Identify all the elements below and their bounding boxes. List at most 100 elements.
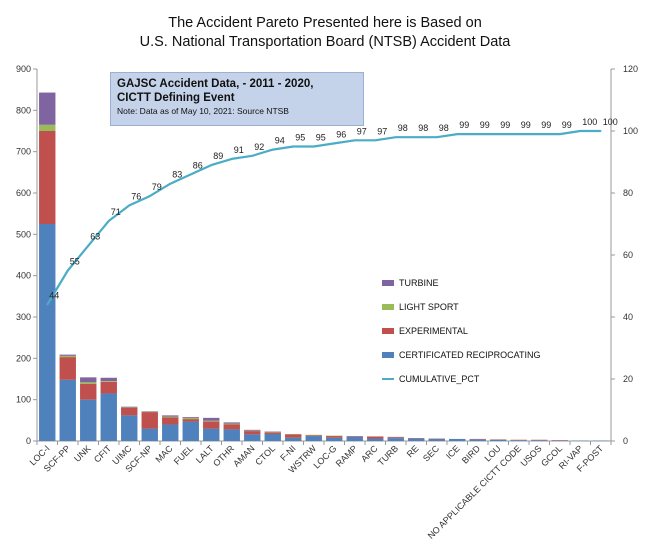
bar-segment (367, 436, 384, 439)
cumulative-data-label: 99 (562, 120, 572, 130)
cumulative-point (251, 155, 254, 157)
x-tick-label: LOC-G (311, 443, 338, 470)
chart-title: The Accident Pareto Presented here is Ba… (0, 14, 650, 52)
x-tick-label: RAMP (334, 443, 359, 468)
y-tick-label: 700 (16, 147, 31, 157)
y-tick-label: 900 (16, 64, 31, 74)
bar-segment (387, 438, 404, 441)
legend-label: TURBINE (399, 278, 439, 288)
x-tick-label: RE (405, 443, 421, 459)
bar-segment (39, 224, 56, 441)
cumulative-point (435, 136, 438, 138)
cumulative-labels: 44 55 63 71 76 79 83 86 89 91 92 94 95 95 96 97 97 98 98 98… (49, 117, 618, 301)
y2-tick-label: 0 (623, 436, 628, 446)
bar-segment (531, 440, 548, 441)
bar-segment (285, 437, 302, 441)
cumulative-data-label: 79 (152, 182, 162, 192)
cumulative-point (579, 130, 582, 132)
cumulative-point (210, 164, 213, 166)
x-tick-label: AMAN (231, 443, 256, 468)
bar-segment (264, 433, 281, 441)
cumulative-data-label: 98 (398, 123, 408, 133)
cumulative-data-label: 99 (521, 120, 531, 130)
cumulative-pct-line (46, 129, 601, 306)
cumulative-data-label: 44 (49, 291, 59, 301)
x-tick-label: TURB (376, 443, 400, 467)
cumulative-data-label: 91 (234, 145, 244, 155)
legend-swatch (382, 328, 394, 334)
bar-segment (121, 407, 138, 416)
cumulative-point (87, 244, 90, 247)
bar-segment (80, 399, 97, 441)
cumulative-data-label: 96 (336, 129, 346, 139)
x-tick-label: BIRD (460, 443, 483, 466)
bar-segment (367, 438, 384, 441)
legend-label: CERTIFICATED RECIPROCATING (399, 350, 541, 360)
legend-label: EXPERIMENTAL (399, 326, 468, 336)
bar-segment (223, 429, 240, 441)
y-tick-label: 200 (16, 353, 31, 363)
info-box: GAJSC Accident Data, - 2011 - 2020, CICT… (110, 72, 364, 126)
bar-segment (39, 92, 56, 125)
bar-segment (449, 438, 466, 441)
cumulative-data-label: 83 (172, 170, 182, 180)
bar-segment (80, 382, 97, 384)
bar-segment (59, 379, 76, 441)
bar-segment (162, 417, 179, 425)
bar-segment (100, 381, 117, 394)
bar-segment (182, 417, 199, 418)
bar-segment (59, 354, 76, 356)
cumulative-point (538, 133, 541, 135)
bar-segment (326, 437, 343, 441)
cumulative-point (271, 148, 274, 151)
bar-segment (121, 415, 138, 441)
bar-segment (326, 436, 343, 438)
bar-segment (203, 421, 220, 429)
y-tick-label: 500 (16, 229, 31, 239)
cumulative-data-label: 92 (254, 142, 264, 152)
bar-segment (203, 417, 220, 421)
y2-tick-label: 20 (623, 374, 633, 384)
cumulative-point (558, 133, 561, 135)
cumulative-data-label: 99 (459, 120, 469, 130)
x-tick-label: CTOL (253, 443, 277, 467)
x-tick-label: UNK (72, 443, 93, 464)
x-tick-label: MAC (153, 443, 175, 465)
y-tick-label: 0 (26, 436, 31, 446)
bars (39, 92, 609, 441)
chart-title-line-2: U.S. National Transportation Board (NTSB… (139, 34, 511, 50)
bar-segment (223, 422, 240, 424)
bar-segment (162, 424, 179, 441)
bar-segment (182, 417, 199, 420)
cumulative-point (415, 136, 418, 138)
y-tick-label: 100 (16, 395, 31, 405)
legend-swatch (382, 280, 394, 286)
bar-segment (305, 436, 322, 441)
legend: TURBINE LIGHT SPORT EXPERIMENTAL CERTIFICAT… (382, 278, 541, 384)
bar-segment (305, 435, 322, 437)
cumulative-point (66, 269, 69, 272)
bar-segment (100, 377, 117, 382)
bar-segment (244, 431, 261, 435)
cumulative-point (148, 195, 151, 197)
cumulative-point (312, 145, 315, 148)
bar-segment (182, 419, 199, 422)
y-tick-label: 400 (16, 271, 31, 281)
cumulative-point (107, 220, 110, 222)
cumulative-data-label: 99 (480, 120, 490, 130)
bar-segment (121, 406, 138, 408)
y-tick-label: 800 (16, 105, 31, 115)
bar-segment (285, 434, 302, 438)
y2-tick-label: 120 (623, 64, 638, 74)
y2-tick-label: 40 (623, 312, 633, 322)
y-tick-label: 600 (16, 188, 31, 198)
cumulative-data-label: 100 (582, 117, 597, 127)
cumulative-data-label: 71 (111, 207, 121, 217)
cumulative-point (374, 139, 377, 142)
legend-label: CUMULATIVE_PCT (399, 374, 480, 384)
legend-swatch (382, 352, 394, 358)
cumulative-data-label: 95 (295, 133, 305, 143)
cumulative-point (476, 133, 479, 135)
bar-segment (80, 383, 97, 400)
